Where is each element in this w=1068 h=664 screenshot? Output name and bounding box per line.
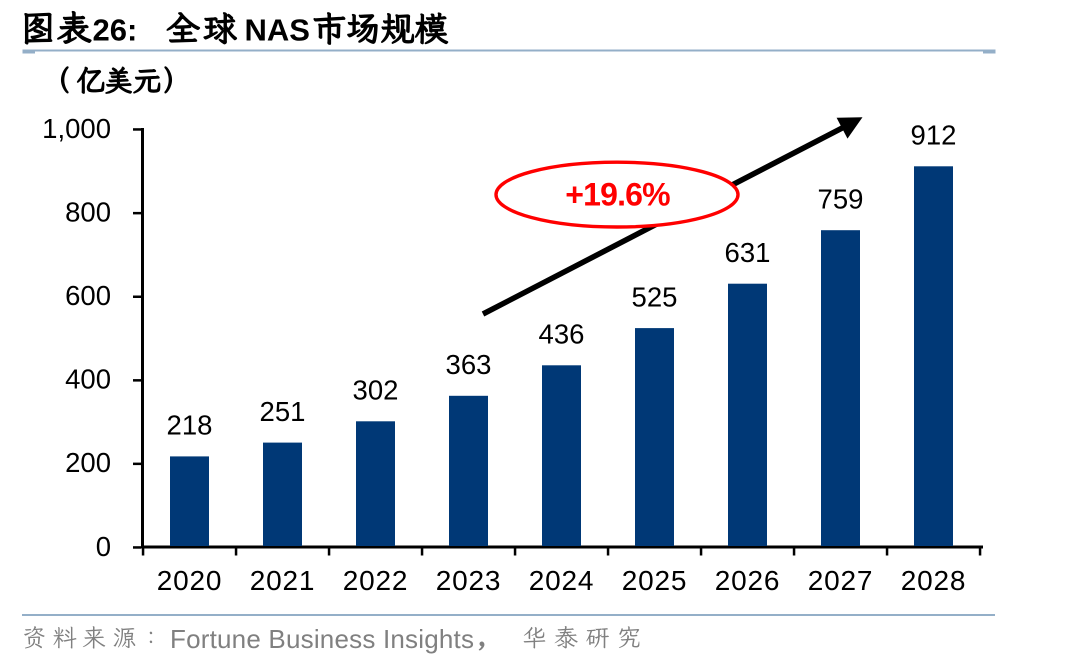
svg-text:0: 0 <box>96 531 111 562</box>
svg-text:2025: 2025 <box>622 565 688 596</box>
svg-text:2027: 2027 <box>808 565 874 596</box>
svg-text:+19.6%: +19.6% <box>565 177 670 213</box>
svg-text:600: 600 <box>65 280 111 311</box>
svg-text:2028: 2028 <box>901 565 967 596</box>
svg-text:2026: 2026 <box>715 565 781 596</box>
svg-text:363: 363 <box>446 349 492 380</box>
svg-text:2024: 2024 <box>529 565 595 596</box>
svg-text:218: 218 <box>167 410 213 441</box>
svg-text:436: 436 <box>539 319 585 350</box>
svg-text:302: 302 <box>353 375 399 406</box>
svg-text:2023: 2023 <box>436 565 502 596</box>
svg-text:2022: 2022 <box>343 565 409 596</box>
svg-text:26:: 26: <box>93 13 138 48</box>
svg-text:631: 631 <box>725 237 771 268</box>
svg-text:912: 912 <box>911 120 957 151</box>
svg-text:400: 400 <box>65 364 111 395</box>
svg-text:759: 759 <box>818 184 864 215</box>
svg-text:200: 200 <box>65 447 111 478</box>
svg-text:NAS: NAS <box>245 13 310 48</box>
svg-text:800: 800 <box>65 196 111 227</box>
svg-text:Fortune Business Insights: Fortune Business Insights <box>170 624 474 654</box>
svg-text:525: 525 <box>632 281 678 312</box>
svg-text:2020: 2020 <box>157 565 223 596</box>
svg-text:1,000: 1,000 <box>42 113 111 144</box>
svg-text:251: 251 <box>260 396 306 427</box>
svg-text:2021: 2021 <box>250 565 316 596</box>
